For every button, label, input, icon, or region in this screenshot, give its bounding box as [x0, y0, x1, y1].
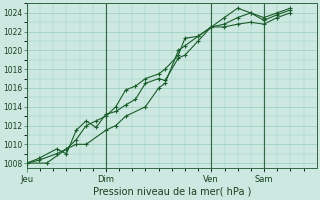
X-axis label: Pression niveau de la mer( hPa ): Pression niveau de la mer( hPa ) [92, 187, 251, 197]
